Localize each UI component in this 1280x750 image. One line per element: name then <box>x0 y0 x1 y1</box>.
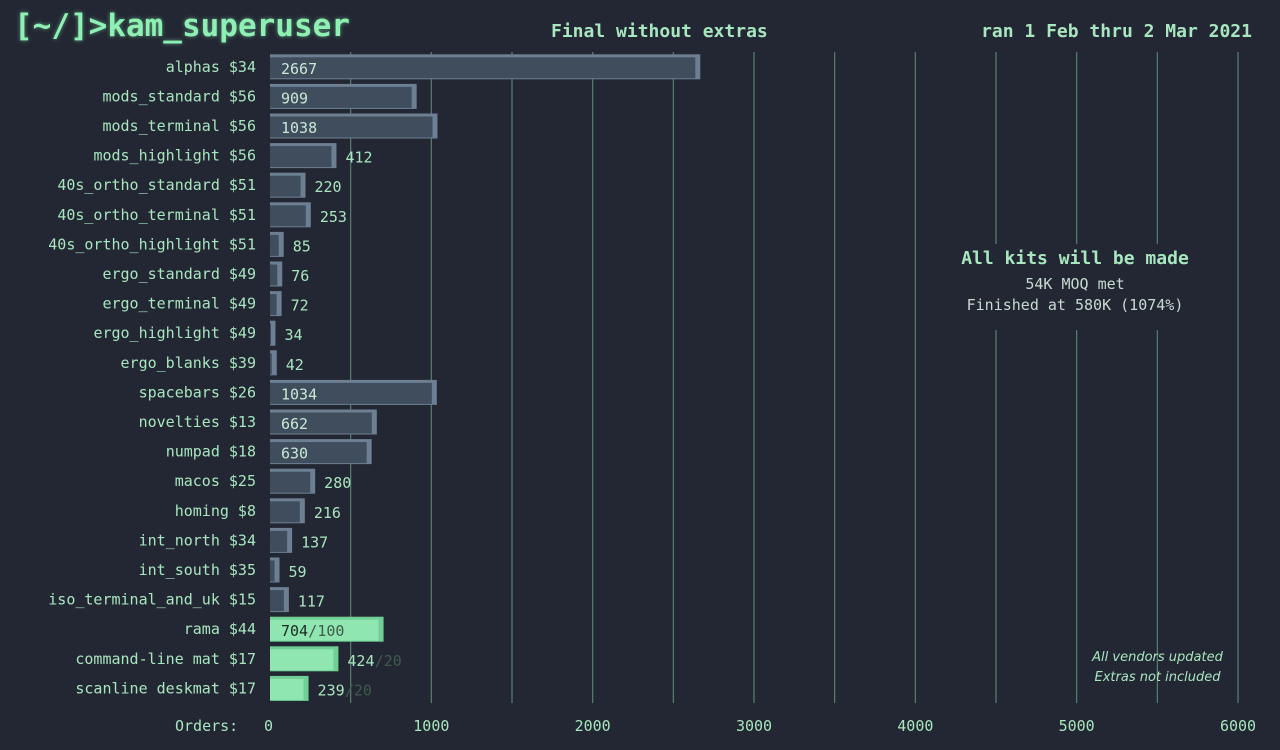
bar-face <box>270 382 432 404</box>
x-axis-label: Orders: <box>175 717 238 735</box>
bar-face <box>270 323 271 345</box>
x-tick-label: 3000 <box>736 717 772 735</box>
callout-moq-line: 54K MOQ met <box>1025 275 1125 293</box>
category-label: numpad $18 <box>166 443 256 461</box>
bar-face <box>270 294 277 316</box>
bar <box>270 557 280 583</box>
category-label: spacebars $26 <box>139 383 256 401</box>
bar-face <box>270 649 334 671</box>
bar-face <box>270 530 288 552</box>
category-label: rama $44 <box>184 620 256 638</box>
bar-face <box>270 146 332 168</box>
value-label: 42 <box>286 356 304 374</box>
value-label: 59 <box>289 563 307 581</box>
bar-face <box>270 619 379 641</box>
value-label: 239 <box>318 681 345 699</box>
category-label: ergo_blanks $39 <box>121 354 256 372</box>
value-label: 424 <box>347 652 374 670</box>
bar-face <box>270 57 696 79</box>
category-label: mods_standard $56 <box>102 87 256 105</box>
callout-finish-line: Finished at 580K (1074%) <box>966 296 1184 314</box>
category-label: ergo_highlight $49 <box>93 324 256 342</box>
status-callout: All kits will be made 54K MOQ met Finish… <box>935 244 1215 330</box>
bar-face <box>270 353 272 375</box>
x-tick-label: 1000 <box>413 717 449 735</box>
value-label: 253 <box>320 208 347 226</box>
bar-face <box>270 442 367 464</box>
category-label: 40s_ortho_highlight $51 <box>48 235 256 253</box>
callout-headline: All kits will be made <box>961 248 1189 269</box>
bar <box>270 350 277 376</box>
footnote-line-extras: Extras not included <box>1094 670 1221 685</box>
value-label: 2667 <box>281 60 317 78</box>
value-label: 72 <box>291 297 309 315</box>
category-label: int_north $34 <box>139 531 256 549</box>
x-tick-label: 5000 <box>1059 717 1095 735</box>
bar-face <box>270 560 275 582</box>
value-label: 34 <box>284 326 302 344</box>
category-label: macos $25 <box>175 472 256 490</box>
value-label: 1034 <box>281 385 317 403</box>
value-label: 85 <box>293 237 311 255</box>
value-label: 909 <box>281 89 308 107</box>
bar-face <box>270 501 300 523</box>
category-label: scanline deskmat $17 <box>75 679 256 697</box>
bar-face <box>270 205 306 227</box>
category-label: int_south $35 <box>139 561 256 579</box>
category-label: 40s_ortho_standard $51 <box>57 176 256 194</box>
value-label: 412 <box>345 149 372 167</box>
category-label: novelties $13 <box>139 413 256 431</box>
target-label: /20 <box>345 681 372 699</box>
x-tick-label: 2000 <box>575 717 611 735</box>
value-label: 216 <box>314 504 341 522</box>
value-label: 1038 <box>281 119 317 137</box>
value-label: 137 <box>301 533 328 551</box>
category-label: ergo_terminal $49 <box>102 295 256 313</box>
category-label: mods_terminal $56 <box>102 117 256 135</box>
target-label: /20 <box>375 652 402 670</box>
x-tick-label: 6000 <box>1220 717 1256 735</box>
bar-face <box>270 175 301 197</box>
category-label: iso_terminal_and_uk $15 <box>48 591 256 609</box>
category-label: 40s_ortho_terminal $51 <box>57 206 256 224</box>
category-label: mods_highlight $56 <box>93 147 256 165</box>
bar-face <box>270 264 278 286</box>
bar-face <box>270 116 433 138</box>
chart-subtitle: Final without extras <box>551 21 768 42</box>
x-tick-label: 4000 <box>897 717 933 735</box>
value-label: 117 <box>298 593 325 611</box>
value-label: 662 <box>281 415 308 433</box>
bar-face <box>270 86 412 108</box>
bar <box>270 320 276 346</box>
target-label: /100 <box>308 622 344 640</box>
brand-title: [~/]>kam_superuser <box>14 8 350 44</box>
category-label: ergo_standard $49 <box>102 265 256 283</box>
bar-face <box>270 412 372 434</box>
bar-face <box>270 678 304 700</box>
value-label: 220 <box>314 178 341 196</box>
value-label: 76 <box>291 267 309 285</box>
bar-face <box>270 234 279 256</box>
footnote-line-vendors: All vendors updated <box>1092 650 1223 665</box>
x-tick-label: 0 <box>264 717 273 735</box>
value-label: 704 <box>281 622 308 640</box>
footnote: All vendors updated Extras not included <box>1070 648 1245 688</box>
bar-face <box>270 471 311 493</box>
value-label: 630 <box>281 445 308 463</box>
value-label: 280 <box>324 474 351 492</box>
category-label: alphas $34 <box>166 58 256 76</box>
category-label: homing $8 <box>175 502 256 520</box>
date-range: ran 1 Feb thru 2 Mar 2021 <box>981 21 1252 42</box>
category-label: command-line mat $17 <box>75 650 256 668</box>
bar-face <box>270 590 284 612</box>
